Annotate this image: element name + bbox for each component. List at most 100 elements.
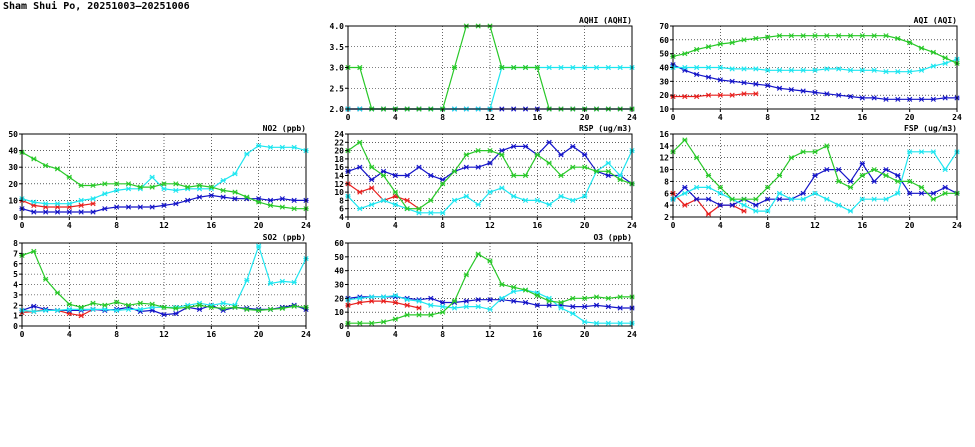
data-point <box>369 294 375 300</box>
data-point <box>918 190 925 196</box>
x-tick-label: 24 <box>301 330 311 339</box>
data-point <box>291 197 297 203</box>
data-point <box>824 66 830 72</box>
data-point <box>102 206 108 212</box>
data-point <box>570 197 576 203</box>
data-point <box>416 206 422 212</box>
data-point <box>824 33 830 39</box>
x-tick-label: 20 <box>254 221 264 230</box>
data-point <box>267 280 274 287</box>
data-point <box>440 309 446 315</box>
data-point <box>369 201 375 208</box>
data-point <box>582 64 588 71</box>
data-point <box>137 204 143 210</box>
data-point <box>847 208 854 214</box>
data-point <box>546 302 552 308</box>
data-point <box>717 92 723 98</box>
y-tick-label: 7 <box>13 249 18 258</box>
data-point <box>392 299 398 306</box>
x-tick-label: 0 <box>671 113 676 122</box>
data-point <box>753 81 759 87</box>
data-point <box>487 258 493 264</box>
data-point <box>161 202 167 208</box>
data-point <box>558 193 564 199</box>
data-point <box>428 210 434 216</box>
y-tick-label: 50 <box>334 253 344 262</box>
data-point <box>232 171 238 177</box>
data-point <box>291 303 297 309</box>
data-point <box>570 164 576 170</box>
data-point <box>475 297 481 303</box>
data-point <box>487 160 493 166</box>
data-point <box>137 306 143 312</box>
data-point <box>546 298 552 304</box>
y-tick-label: 16 <box>659 130 669 139</box>
data-point <box>102 302 108 308</box>
data-point <box>173 187 179 194</box>
data-point <box>753 208 759 214</box>
data-point <box>114 307 120 314</box>
data-point <box>895 172 901 179</box>
data-point <box>694 71 700 78</box>
data-point <box>788 87 794 93</box>
x-tick-label: 8 <box>440 113 445 122</box>
data-point <box>267 197 274 203</box>
data-point <box>705 74 712 80</box>
data-point <box>291 279 297 286</box>
data-point <box>582 193 588 199</box>
x-tick-label: 8 <box>440 221 445 230</box>
data-point <box>558 172 564 179</box>
data-point <box>404 302 410 308</box>
data-point <box>475 164 481 170</box>
data-point <box>208 184 214 190</box>
y-tick-label: 20 <box>334 147 344 156</box>
data-point <box>859 172 865 179</box>
data-point <box>54 209 61 215</box>
data-point <box>836 166 842 173</box>
data-point <box>753 196 759 202</box>
data-point <box>279 278 285 284</box>
data-point <box>43 162 49 169</box>
data-point <box>499 281 505 288</box>
data-point <box>54 290 61 296</box>
data-point <box>185 184 191 190</box>
data-point <box>741 37 747 43</box>
data-point <box>416 312 422 318</box>
data-point <box>31 303 37 309</box>
y-tick-label: 10 <box>334 188 344 197</box>
y-tick-label: 3 <box>13 291 18 300</box>
data-point <box>895 69 901 75</box>
data-point <box>31 308 37 315</box>
data-point <box>729 92 735 98</box>
data-point <box>522 64 529 71</box>
data-point <box>705 211 712 217</box>
y-tick-label: 2.0 <box>330 105 345 114</box>
data-point <box>451 64 458 71</box>
y-tick-label: 4 <box>339 213 344 222</box>
data-point <box>256 143 262 149</box>
y-tick-label: 1 <box>13 312 18 321</box>
data-point <box>267 144 274 150</box>
data-point <box>428 172 434 179</box>
chart-no2: 0 4 8 12 16 20 24 0 10 20 30 40 50 NO2 (ppb) <box>8 124 311 230</box>
data-point <box>930 149 936 155</box>
data-point <box>765 82 771 89</box>
data-point <box>546 160 552 166</box>
data-point <box>546 64 552 71</box>
data-point <box>836 178 842 185</box>
x-tick-label: 4 <box>393 221 398 230</box>
y-tick-label: 60 <box>334 239 344 248</box>
data-point <box>380 197 387 203</box>
x-tick-label: 4 <box>67 330 72 339</box>
data-point <box>741 80 747 86</box>
x-tick-label: 16 <box>858 221 868 230</box>
data-point <box>705 172 712 179</box>
data-point <box>859 196 865 202</box>
data-point <box>66 201 72 207</box>
data-point <box>102 306 108 312</box>
data-point <box>800 149 806 155</box>
data-point <box>558 152 564 158</box>
data-point <box>90 306 96 312</box>
